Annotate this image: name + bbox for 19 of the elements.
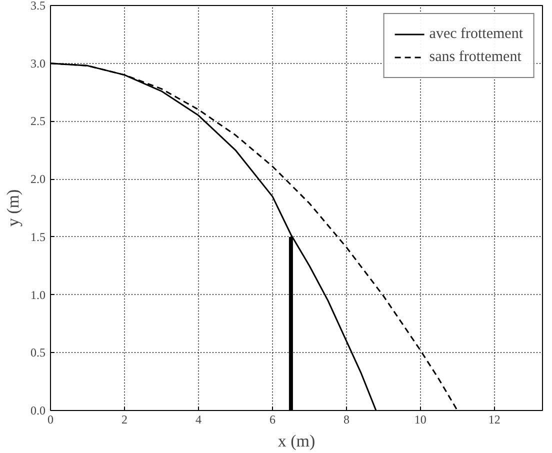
x-axis-title: x (m) bbox=[278, 432, 316, 450]
y-tick-label: 0.0 bbox=[30, 404, 46, 418]
x-tick-label: 6 bbox=[269, 412, 276, 426]
legend-label: sans frottement bbox=[429, 48, 522, 66]
y-tick-label: 2.0 bbox=[30, 172, 46, 186]
y-axis-title: y (m) bbox=[4, 189, 22, 227]
y-tick-label: 1.5 bbox=[30, 230, 46, 244]
x-tick-label: 12 bbox=[488, 412, 500, 426]
y-tick-label: 3.5 bbox=[30, 0, 46, 12]
x-tick-label: 4 bbox=[195, 412, 202, 426]
x-tick-label: 0 bbox=[48, 412, 54, 426]
x-tick-label: 8 bbox=[343, 412, 350, 426]
y-tick-label: 3.0 bbox=[30, 56, 46, 70]
y-tick-label: 2.5 bbox=[30, 114, 46, 128]
x-tick-label: 10 bbox=[414, 412, 426, 426]
y-tick-label: 0.5 bbox=[30, 346, 46, 360]
x-tick-label: 2 bbox=[121, 412, 128, 426]
y-tick-label: 1.0 bbox=[30, 288, 46, 302]
legend-label: avec frottement bbox=[429, 26, 523, 42]
